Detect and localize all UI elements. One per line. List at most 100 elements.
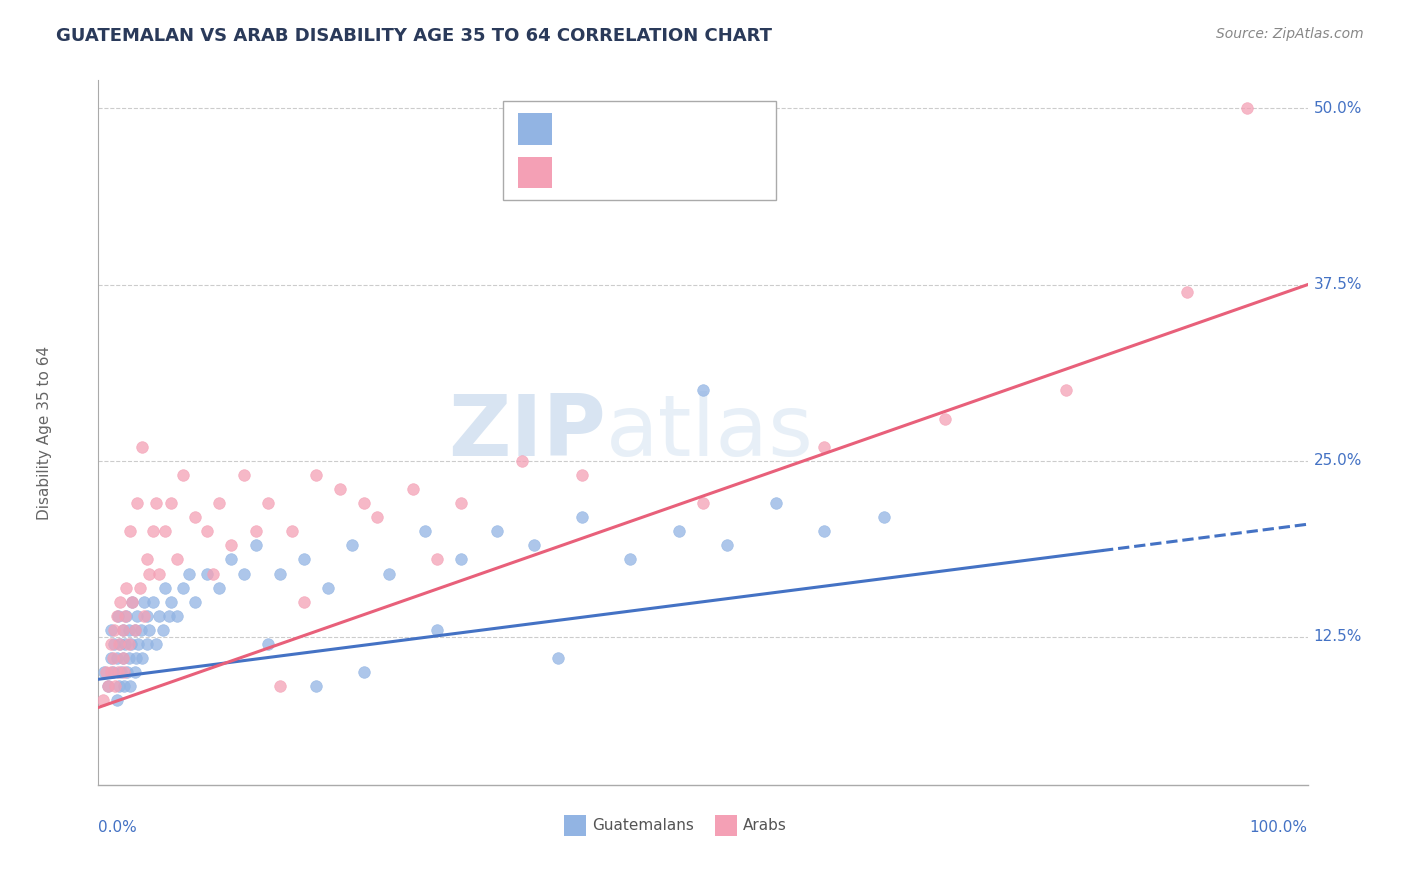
Point bbox=[100, 665, 122, 680]
Point bbox=[172, 467, 194, 482]
Point bbox=[110, 665, 132, 680]
Point bbox=[97, 679, 120, 693]
Point bbox=[166, 552, 188, 566]
FancyBboxPatch shape bbox=[564, 814, 586, 836]
Point bbox=[142, 524, 165, 539]
Point bbox=[523, 538, 546, 552]
Point bbox=[765, 496, 787, 510]
Point bbox=[121, 595, 143, 609]
Text: GUATEMALAN VS ARAB DISABILITY AGE 35 TO 64 CORRELATION CHART: GUATEMALAN VS ARAB DISABILITY AGE 35 TO … bbox=[56, 27, 772, 45]
Point bbox=[121, 595, 143, 609]
Point bbox=[108, 595, 131, 609]
Point bbox=[135, 608, 157, 623]
Point bbox=[292, 552, 315, 566]
Point bbox=[118, 524, 141, 539]
Point bbox=[101, 651, 124, 665]
FancyBboxPatch shape bbox=[716, 814, 737, 836]
Point bbox=[138, 566, 160, 581]
Point bbox=[329, 482, 352, 496]
Point bbox=[232, 566, 254, 581]
Point bbox=[366, 510, 388, 524]
Point bbox=[94, 665, 117, 680]
Point bbox=[316, 581, 339, 595]
Point bbox=[184, 595, 207, 609]
Point bbox=[269, 679, 291, 693]
Point bbox=[108, 679, 131, 693]
Point bbox=[157, 608, 180, 623]
Text: Disability Age 35 to 64: Disability Age 35 to 64 bbox=[37, 345, 52, 520]
Point bbox=[402, 482, 425, 496]
Point bbox=[111, 651, 134, 665]
Point bbox=[292, 595, 315, 609]
Point bbox=[256, 637, 278, 651]
Point bbox=[813, 524, 835, 539]
Text: 12.5%: 12.5% bbox=[1313, 630, 1362, 645]
Point bbox=[108, 637, 131, 651]
Point bbox=[450, 552, 472, 566]
Point bbox=[145, 496, 167, 510]
Point bbox=[104, 679, 127, 693]
Point bbox=[571, 510, 593, 524]
Point bbox=[111, 623, 134, 637]
Point bbox=[125, 651, 148, 665]
Point bbox=[105, 651, 128, 665]
Point bbox=[100, 623, 122, 637]
Point bbox=[112, 679, 135, 693]
Point bbox=[232, 467, 254, 482]
Point bbox=[148, 608, 170, 623]
Point bbox=[873, 510, 896, 524]
Point bbox=[103, 637, 125, 651]
Text: 25.0%: 25.0% bbox=[1313, 453, 1362, 468]
Point bbox=[813, 440, 835, 454]
Point bbox=[172, 581, 194, 595]
Point bbox=[716, 538, 738, 552]
Text: Arabs: Arabs bbox=[742, 818, 787, 832]
Point bbox=[342, 538, 364, 552]
Point bbox=[353, 496, 375, 510]
Point bbox=[127, 608, 149, 623]
Text: 37.5%: 37.5% bbox=[1313, 277, 1362, 293]
Point bbox=[118, 637, 141, 651]
Point bbox=[148, 566, 170, 581]
Point bbox=[105, 693, 128, 707]
Point bbox=[547, 651, 569, 665]
Point bbox=[118, 623, 141, 637]
Point bbox=[115, 608, 138, 623]
Point bbox=[208, 581, 231, 595]
Point bbox=[486, 524, 509, 539]
Point bbox=[91, 693, 114, 707]
Text: atlas: atlas bbox=[606, 391, 814, 475]
Text: 0.0%: 0.0% bbox=[98, 821, 138, 835]
Point bbox=[117, 665, 139, 680]
Point bbox=[160, 595, 183, 609]
Point bbox=[93, 665, 115, 680]
Point bbox=[145, 637, 167, 651]
Point bbox=[208, 496, 231, 510]
Point bbox=[124, 623, 146, 637]
Point bbox=[353, 665, 375, 680]
Point bbox=[426, 552, 449, 566]
FancyBboxPatch shape bbox=[517, 113, 553, 145]
Point bbox=[108, 637, 131, 651]
Point bbox=[142, 595, 165, 609]
FancyBboxPatch shape bbox=[517, 157, 553, 188]
Point bbox=[100, 637, 122, 651]
Point bbox=[107, 665, 129, 680]
Text: ZIP: ZIP bbox=[449, 391, 606, 475]
Text: 100.0%: 100.0% bbox=[1250, 821, 1308, 835]
Point bbox=[450, 496, 472, 510]
Point bbox=[112, 665, 135, 680]
Point bbox=[135, 637, 157, 651]
Point bbox=[131, 651, 153, 665]
Point bbox=[153, 581, 176, 595]
Point bbox=[1175, 285, 1198, 299]
FancyBboxPatch shape bbox=[503, 102, 776, 200]
Point bbox=[166, 608, 188, 623]
Point bbox=[114, 608, 136, 623]
Point bbox=[256, 496, 278, 510]
Point bbox=[115, 581, 138, 595]
Point bbox=[269, 566, 291, 581]
Point bbox=[160, 496, 183, 510]
Point bbox=[135, 552, 157, 566]
Point bbox=[100, 651, 122, 665]
